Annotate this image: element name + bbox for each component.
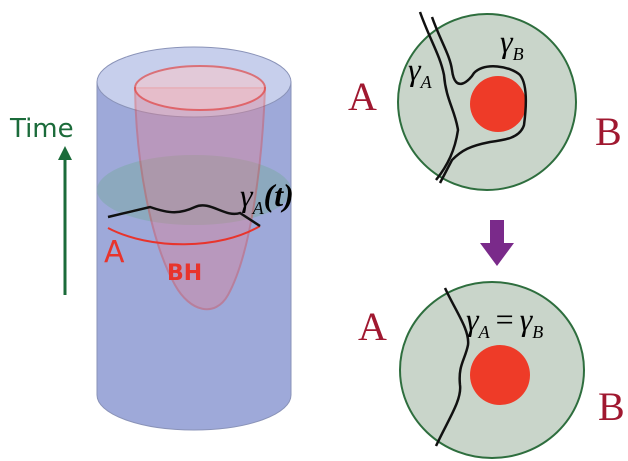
region-label: A	[104, 235, 125, 270]
time-arrow	[58, 146, 72, 295]
time-label: Time	[9, 114, 74, 144]
black-hole	[107, 65, 267, 311]
text-part: γ	[408, 51, 422, 87]
transition-arrow	[480, 220, 514, 266]
text-part: A	[478, 322, 491, 342]
text-part: A	[252, 198, 265, 218]
label-a: A	[358, 304, 387, 349]
text-part: A	[420, 72, 433, 92]
text-part: γ	[520, 301, 534, 337]
text-part: γ	[500, 23, 514, 59]
bh-label: BH	[167, 261, 202, 286]
label-a: A	[348, 74, 377, 119]
text-part: γ	[466, 301, 480, 337]
text-part: =	[496, 301, 514, 337]
disk-bottom	[399, 281, 585, 459]
disk-top	[397, 11, 577, 191]
gamma-b: γB	[500, 23, 524, 64]
text-part: (t)	[264, 177, 294, 213]
text-part: γ	[240, 177, 254, 213]
label-b: B	[595, 109, 622, 154]
equation: γA = γB	[466, 301, 543, 342]
gamma-label: γA(t)	[240, 177, 294, 218]
gamma-a: γA	[408, 51, 433, 92]
text-part: B	[532, 322, 543, 342]
text-part: B	[513, 44, 524, 64]
label-b: B	[598, 384, 625, 429]
